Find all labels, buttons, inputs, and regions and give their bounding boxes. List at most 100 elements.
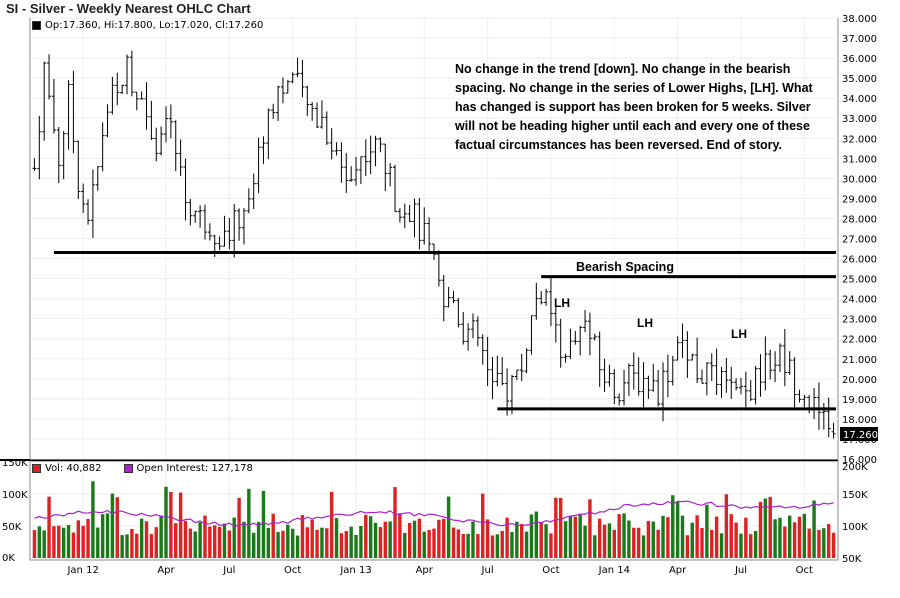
ohlc-bar	[534, 282, 539, 320]
ohlc-bar	[622, 369, 627, 406]
price-tick-label: 20.000	[842, 375, 877, 386]
ohlc-bar	[626, 363, 631, 396]
volume-bar	[588, 499, 592, 558]
volume-bar	[792, 522, 797, 558]
ohlc-bar	[495, 355, 500, 387]
price-tick-label: 27.000	[842, 235, 877, 246]
lower-high-label-2: LH	[637, 316, 653, 330]
volume-bar	[96, 527, 100, 558]
volume-bar	[256, 521, 261, 558]
volume-bar	[534, 511, 539, 558]
bearish-spacing-label: Bearish Spacing	[576, 260, 674, 274]
ohlc-bar	[154, 127, 159, 162]
volume-bar	[768, 496, 772, 558]
ohlc-bar	[821, 402, 826, 430]
ohlc-bar	[470, 313, 475, 339]
volume-bar	[237, 497, 241, 558]
ohlc-bar	[587, 312, 592, 356]
volume-bar	[685, 535, 690, 558]
ohlc-bar	[407, 204, 412, 223]
ohlc-bar	[519, 353, 524, 382]
volume-bar	[490, 535, 495, 558]
volume-bar	[325, 528, 329, 558]
ohlc-readout: Op:17.360, Hi:17.800, Lo:17.020, Cl:17.2…	[45, 20, 264, 31]
ohlc-bar	[753, 365, 758, 405]
volume-bar	[42, 530, 46, 558]
lower-high-label-3: LH	[731, 327, 747, 341]
ohlc-bar	[202, 204, 207, 240]
ohlc-bar	[724, 357, 729, 393]
volume-bar	[203, 515, 207, 558]
ohlc-bar	[125, 54, 130, 95]
volume-bar	[354, 534, 358, 558]
volume-bar	[481, 493, 485, 558]
volume-bar	[359, 525, 363, 558]
lower-high-label-1: LH	[554, 296, 570, 310]
ohlc-bar	[193, 210, 198, 223]
volume-bar	[783, 526, 787, 558]
ohlc-bar	[393, 164, 398, 212]
volume-bar	[295, 535, 300, 558]
ohlc-bar	[290, 72, 295, 84]
ohlc-bar	[149, 100, 154, 140]
volume-bar	[822, 528, 826, 558]
volume-bar	[32, 530, 37, 558]
volume-bar	[680, 515, 685, 558]
oi-tick-label: 100K	[842, 522, 868, 533]
volume-bar	[437, 519, 441, 558]
volume-bar	[797, 516, 802, 558]
ohlc-bar	[183, 158, 188, 221]
volume-legend: Vol: 40,882 Open Interest: 127,178	[32, 463, 253, 474]
volume-bar	[520, 524, 524, 558]
ohlc-bar	[665, 354, 670, 398]
volume-bar	[247, 488, 251, 558]
ohlc-bar	[339, 142, 344, 183]
volume-bar	[778, 517, 782, 558]
x-tick-label: Jul	[481, 565, 494, 576]
volume-bar	[217, 526, 222, 558]
volume-bar	[81, 525, 85, 558]
price-tick-label: 21.000	[842, 355, 877, 366]
ohlc-bar	[773, 351, 778, 383]
last-price-label: 17.260	[843, 430, 878, 441]
volume-bar	[110, 493, 115, 558]
volume-bar	[724, 494, 729, 558]
ohlc-bar	[344, 153, 349, 194]
x-tick-label: Jan 14	[598, 565, 630, 576]
ohlc-bar	[592, 333, 597, 341]
volume-bar	[261, 490, 266, 558]
volume-bar	[700, 527, 704, 558]
ohlc-bar	[695, 337, 700, 384]
volume-bar	[300, 515, 305, 558]
ohlc-bar	[349, 166, 354, 182]
volume-bar	[558, 497, 563, 558]
volume-bar	[671, 495, 675, 558]
volume-bar	[690, 522, 694, 558]
ohlc-bar	[480, 334, 485, 365]
chart-title: SI - Silver - Weekly Nearest OHLC Chart	[6, 1, 251, 16]
ohlc-bar	[129, 50, 134, 97]
volume-bar	[403, 532, 407, 558]
ohlc-bar	[32, 158, 37, 171]
price-tick-label: 32.000	[842, 134, 877, 145]
volume-bar	[310, 519, 314, 558]
x-tick-label: Jul	[222, 565, 235, 576]
volume-bar	[368, 516, 373, 558]
ohlc-bar	[539, 291, 544, 305]
ohlc-bar	[617, 393, 622, 406]
analysis-note: No change in the trend [down]. No change…	[455, 62, 813, 152]
ohlc-bar	[310, 101, 315, 121]
volume-bar	[773, 519, 777, 558]
volume-bar	[188, 528, 193, 558]
price-tick-label: 19.000	[842, 395, 877, 406]
ohlc-bar	[441, 274, 446, 322]
ohlc-bar	[388, 162, 393, 187]
volume-bar	[442, 518, 446, 558]
ohlc-bar	[475, 316, 480, 347]
price-tick-label: 24.000	[842, 295, 877, 306]
price-tick-label: 18.000	[842, 415, 877, 426]
volume-bar	[276, 532, 280, 558]
ohlc-bar	[168, 104, 173, 139]
price-tick-label: 30.000	[842, 174, 877, 185]
volume-bar	[656, 529, 660, 558]
